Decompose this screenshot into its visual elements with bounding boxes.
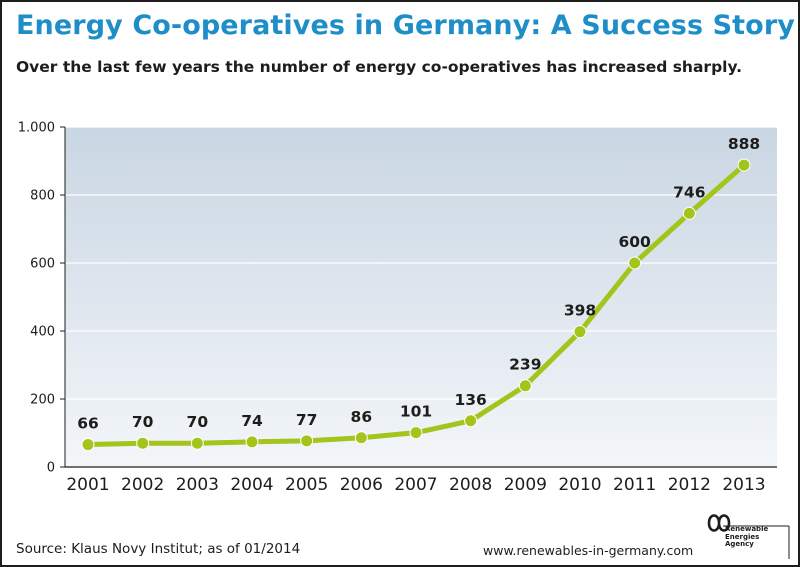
data-point <box>190 436 204 450</box>
x-tick-label: 2010 <box>558 475 601 495</box>
logo-line: Agency <box>725 540 754 548</box>
source-note: Source: Klaus Novy Institut; as of 01/20… <box>16 541 301 557</box>
plot-area <box>65 127 777 467</box>
data-point <box>300 434 314 448</box>
y-tick-label: 800 <box>30 189 55 204</box>
data-point <box>682 206 696 220</box>
data-point <box>573 325 587 339</box>
x-tick-label: 2002 <box>121 475 164 495</box>
x-tick-label: 2007 <box>394 475 437 495</box>
website-link[interactable]: www.renewables-in-germany.com <box>483 543 694 558</box>
data-point <box>737 158 751 172</box>
data-label: 74 <box>241 412 263 430</box>
x-tick-label: 2011 <box>613 475 656 495</box>
data-labels: 66 70 70 74 77 86 101 136 239 398 600 746 888 <box>77 135 760 432</box>
agency-logo-text: Renewable Energies Agency <box>725 525 769 549</box>
x-tick-label: 2004 <box>230 475 273 495</box>
data-label: 746 <box>673 183 705 201</box>
infinity-icon <box>707 514 790 559</box>
data-label: 888 <box>728 135 760 153</box>
data-label: 70 <box>132 413 154 431</box>
data-label: 66 <box>77 415 99 433</box>
y-tick-label: 600 <box>30 257 55 272</box>
x-axis-ticks: 2001 2002 2003 2004 2005 2006 2007 2008 2009 2010… <box>66 475 765 495</box>
y-tick-label: 0 <box>47 461 55 476</box>
data-label: 239 <box>509 356 541 374</box>
x-tick-label: 2012 <box>668 475 711 495</box>
x-tick-label: 2008 <box>449 475 492 495</box>
data-point <box>245 435 259 449</box>
data-point <box>628 256 642 270</box>
data-label: 77 <box>296 411 318 429</box>
data-point <box>409 426 423 440</box>
data-label: 86 <box>351 408 373 426</box>
y-tick-label: 1.000 <box>18 121 55 136</box>
x-tick-label: 2013 <box>722 475 765 495</box>
x-tick-label: 2005 <box>285 475 328 495</box>
series-line <box>81 158 751 452</box>
data-label: 70 <box>187 413 209 431</box>
data-label: 101 <box>400 403 432 421</box>
x-tick-label: 2001 <box>66 475 109 495</box>
chart-subtitle: Over the last few years the number of en… <box>16 58 743 76</box>
y-tick-label: 400 <box>30 325 55 340</box>
logo-line: Renewable <box>725 525 769 533</box>
data-point <box>136 436 150 450</box>
x-tick-label: 2009 <box>504 475 547 495</box>
data-point <box>354 431 368 445</box>
data-point <box>81 438 95 452</box>
x-tick-label: 2003 <box>176 475 219 495</box>
logo-line: Energies <box>725 532 760 541</box>
data-label: 136 <box>454 391 486 409</box>
x-tick-label: 2006 <box>340 475 383 495</box>
data-label: 600 <box>618 233 651 251</box>
y-tick-label: 200 <box>30 393 55 408</box>
chart-title: Energy Co-operatives in Germany: A Succe… <box>16 10 795 41</box>
axes <box>64 127 777 468</box>
data-point <box>464 414 478 428</box>
data-point <box>518 379 532 393</box>
grid-lines <box>65 126 777 400</box>
y-axis-ticks: 0 200 400 600 800 1.000 <box>18 121 65 476</box>
data-label: 398 <box>564 302 596 320</box>
